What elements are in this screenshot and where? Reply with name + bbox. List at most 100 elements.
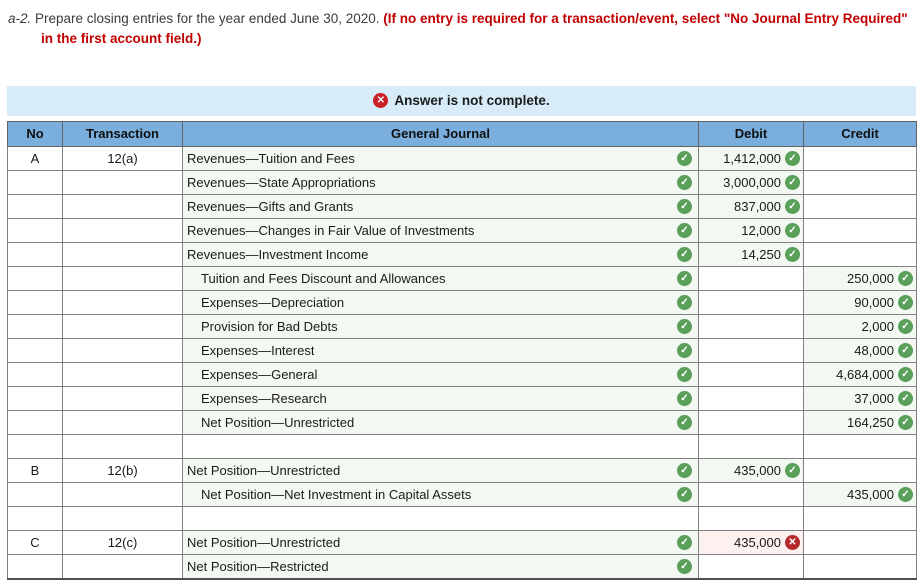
entry-letter-cell	[7, 481, 63, 507]
credit-cell[interactable]: 435,000	[803, 481, 917, 507]
credit-cell[interactable]: 37,000	[803, 385, 917, 411]
account-cell[interactable]: Expenses—Interest	[182, 337, 699, 363]
credit-amount: 2,000	[805, 315, 916, 337]
account-cell	[182, 505, 699, 531]
header-no: No	[7, 120, 63, 147]
correct-check-icon	[677, 390, 692, 406]
debit-cell[interactable]: 435,000	[698, 457, 804, 483]
correct-check-icon	[898, 414, 913, 430]
question-number: a-2.	[8, 11, 32, 26]
account-name: Revenues—Investment Income	[187, 246, 369, 262]
header-general-journal: General Journal	[182, 120, 699, 147]
credit-cell[interactable]: 4,684,000	[803, 361, 917, 387]
debit-cell[interactable]: 1,412,000	[698, 145, 804, 171]
account-field: Revenues—Tuition and Fees	[184, 147, 698, 169]
account-field: Expenses—Depreciation	[184, 291, 698, 313]
correct-check-icon	[785, 462, 800, 478]
credit-cell[interactable]: 164,250	[803, 409, 917, 435]
correct-check-icon	[898, 486, 913, 502]
credit-cell[interactable]: 2,000	[803, 313, 917, 339]
correct-check-icon	[677, 270, 692, 286]
entry-letter-cell	[7, 241, 63, 267]
account-name: Revenues—Gifts and Grants	[187, 198, 354, 214]
debit-cell[interactable]: 14,250	[698, 241, 804, 267]
general-journal-table: No Transaction General Journal Debit Cre…	[7, 120, 917, 580]
account-name: Net Position—Net Investment in Capital A…	[201, 486, 472, 502]
correct-check-icon	[677, 486, 692, 502]
debit-cell[interactable]: 435,000	[698, 529, 804, 555]
account-name: Expenses—General	[201, 366, 318, 382]
account-cell[interactable]: Revenues—State Appropriations	[182, 169, 699, 195]
entry-letter-cell	[7, 409, 63, 435]
credit-amount: 4,684,000	[805, 363, 916, 385]
spacer-row	[7, 433, 917, 459]
account-field: Revenues—Gifts and Grants	[184, 195, 698, 217]
account-field: Net Position—Net Investment in Capital A…	[184, 483, 698, 505]
credit-cell	[803, 241, 917, 267]
debit-cell[interactable]: 837,000	[698, 193, 804, 219]
account-cell[interactable]: Net Position—Unrestricted	[182, 457, 699, 483]
account-cell[interactable]: Expenses—Research	[182, 385, 699, 411]
journal-entry-row: Revenues—State Appropriations 3,000,000	[7, 169, 917, 195]
debit-value: 435,000	[734, 534, 781, 550]
instruction-warning-text: (If no entry is required for a transacti…	[41, 11, 908, 47]
credit-cell	[803, 193, 917, 219]
account-field: Net Position—Unrestricted	[184, 531, 698, 553]
credit-cell	[803, 529, 917, 555]
debit-cell	[698, 433, 804, 459]
header-credit: Credit	[803, 120, 917, 147]
account-field: Expenses—General	[184, 363, 698, 385]
entry-letter-cell	[7, 385, 63, 411]
entry-letter-cell	[7, 313, 63, 339]
debit-amount: 14,250	[700, 243, 803, 265]
journal-table-body: A12(a)Revenues—Tuition and Fees 1,412,000…	[7, 145, 917, 579]
wrong-x-icon	[785, 534, 800, 550]
debit-amount: 435,000	[700, 459, 803, 481]
account-cell[interactable]: Revenues—Investment Income	[182, 241, 699, 267]
transaction-cell: 12(a)	[62, 145, 183, 171]
account-cell[interactable]: Expenses—Depreciation	[182, 289, 699, 315]
account-cell[interactable]: Net Position—Net Investment in Capital A…	[182, 481, 699, 507]
account-cell[interactable]: Revenues—Gifts and Grants	[182, 193, 699, 219]
journal-entry-row: Expenses—Research 37,000	[7, 385, 917, 411]
debit-amount: 1,412,000	[700, 147, 803, 169]
account-cell[interactable]: Net Position—Restricted	[182, 553, 699, 579]
account-cell[interactable]: Provision for Bad Debts	[182, 313, 699, 339]
account-cell[interactable]: Revenues—Tuition and Fees	[182, 145, 699, 171]
credit-amount: 435,000	[805, 483, 916, 505]
account-name: Net Position—Unrestricted	[201, 414, 355, 430]
debit-value: 837,000	[734, 198, 781, 214]
account-cell[interactable]: Net Position—Unrestricted	[182, 529, 699, 555]
account-cell[interactable]: Tuition and Fees Discount and Allowances	[182, 265, 699, 291]
journal-entry-row: Revenues—Gifts and Grants 837,000	[7, 193, 917, 219]
account-name: Net Position—Unrestricted	[187, 534, 341, 550]
correct-check-icon	[677, 318, 692, 334]
account-cell[interactable]: Net Position—Unrestricted	[182, 409, 699, 435]
credit-cell[interactable]: 48,000	[803, 337, 917, 363]
entry-letter-cell	[7, 361, 63, 387]
debit-cell[interactable]: 12,000	[698, 217, 804, 243]
debit-cell	[698, 385, 804, 411]
account-cell[interactable]: Revenues—Changes in Fair Value of Invest…	[182, 217, 699, 243]
header-debit: Debit	[698, 120, 804, 147]
entry-letter-cell	[7, 169, 63, 195]
debit-cell	[698, 361, 804, 387]
credit-cell[interactable]: 250,000	[803, 265, 917, 291]
credit-cell[interactable]: 90,000	[803, 289, 917, 315]
account-name: Net Position—Restricted	[187, 558, 329, 574]
credit-value: 4,684,000	[836, 366, 894, 382]
correct-check-icon	[785, 198, 800, 214]
account-cell[interactable]: Expenses—General	[182, 361, 699, 387]
debit-cell[interactable]: 3,000,000	[698, 169, 804, 195]
correct-check-icon	[785, 150, 800, 166]
transaction-cell	[62, 313, 183, 339]
credit-amount: 164,250	[805, 411, 916, 433]
entry-letter-cell	[7, 193, 63, 219]
transaction-cell	[62, 265, 183, 291]
transaction-cell	[62, 409, 183, 435]
transaction-cell: 12(b)	[62, 457, 183, 483]
entry-letter-cell: B	[7, 457, 63, 483]
debit-cell	[698, 265, 804, 291]
entry-letter-cell	[7, 553, 63, 579]
transaction-cell	[62, 289, 183, 315]
